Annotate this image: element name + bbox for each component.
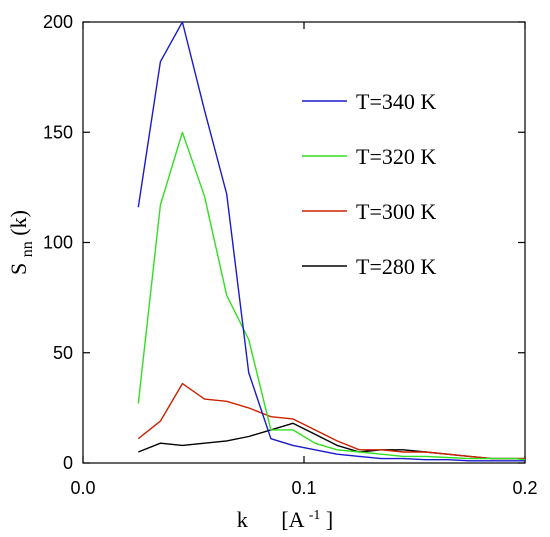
x-axis-label: k [A -1 ]	[237, 499, 334, 532]
x-tick-label: 0.2	[512, 478, 537, 498]
x-axis-label-unit-sup: -1	[309, 508, 321, 523]
x-axis-label-unit-suffix: ]	[326, 507, 333, 532]
axis-tick-labels: 0 50 100 150 200 0.0 0.1 0.2	[43, 12, 538, 498]
x-tick-label: 0.0	[70, 478, 95, 498]
y-axis-label-sub: nn	[19, 241, 36, 257]
series-lines	[137, 21, 526, 462]
y-axis-label-suffix: (k)	[6, 210, 31, 236]
legend-label: T=300 K	[356, 199, 436, 224]
y-tick-label: 50	[53, 343, 73, 363]
series-line-t-340-k	[137, 21, 525, 462]
x-axis-label-main: k	[237, 507, 248, 532]
series-line-t-300-k	[137, 382, 525, 460]
legend-label: T=320 K	[356, 144, 436, 169]
y-tick-label: 100	[43, 233, 73, 253]
legend-label: T=340 K	[356, 89, 436, 114]
axis-ticks	[82, 21, 526, 464]
y-tick-label: 0	[63, 453, 73, 473]
y-tick-label: 200	[43, 12, 73, 32]
y-axis-label-main: S	[6, 263, 31, 275]
y-axis-label: S nn (k)	[6, 210, 37, 275]
x-tick-label: 0.1	[291, 478, 316, 498]
legend: T=340 K T=320 K T=300 K T=280 K	[302, 89, 436, 279]
series-line-t-320-k	[137, 131, 526, 461]
legend-label: T=280 K	[356, 254, 436, 279]
plot-frame	[82, 21, 526, 464]
y-tick-label: 150	[43, 122, 73, 142]
x-axis-label-unit-prefix: [A	[281, 507, 304, 532]
